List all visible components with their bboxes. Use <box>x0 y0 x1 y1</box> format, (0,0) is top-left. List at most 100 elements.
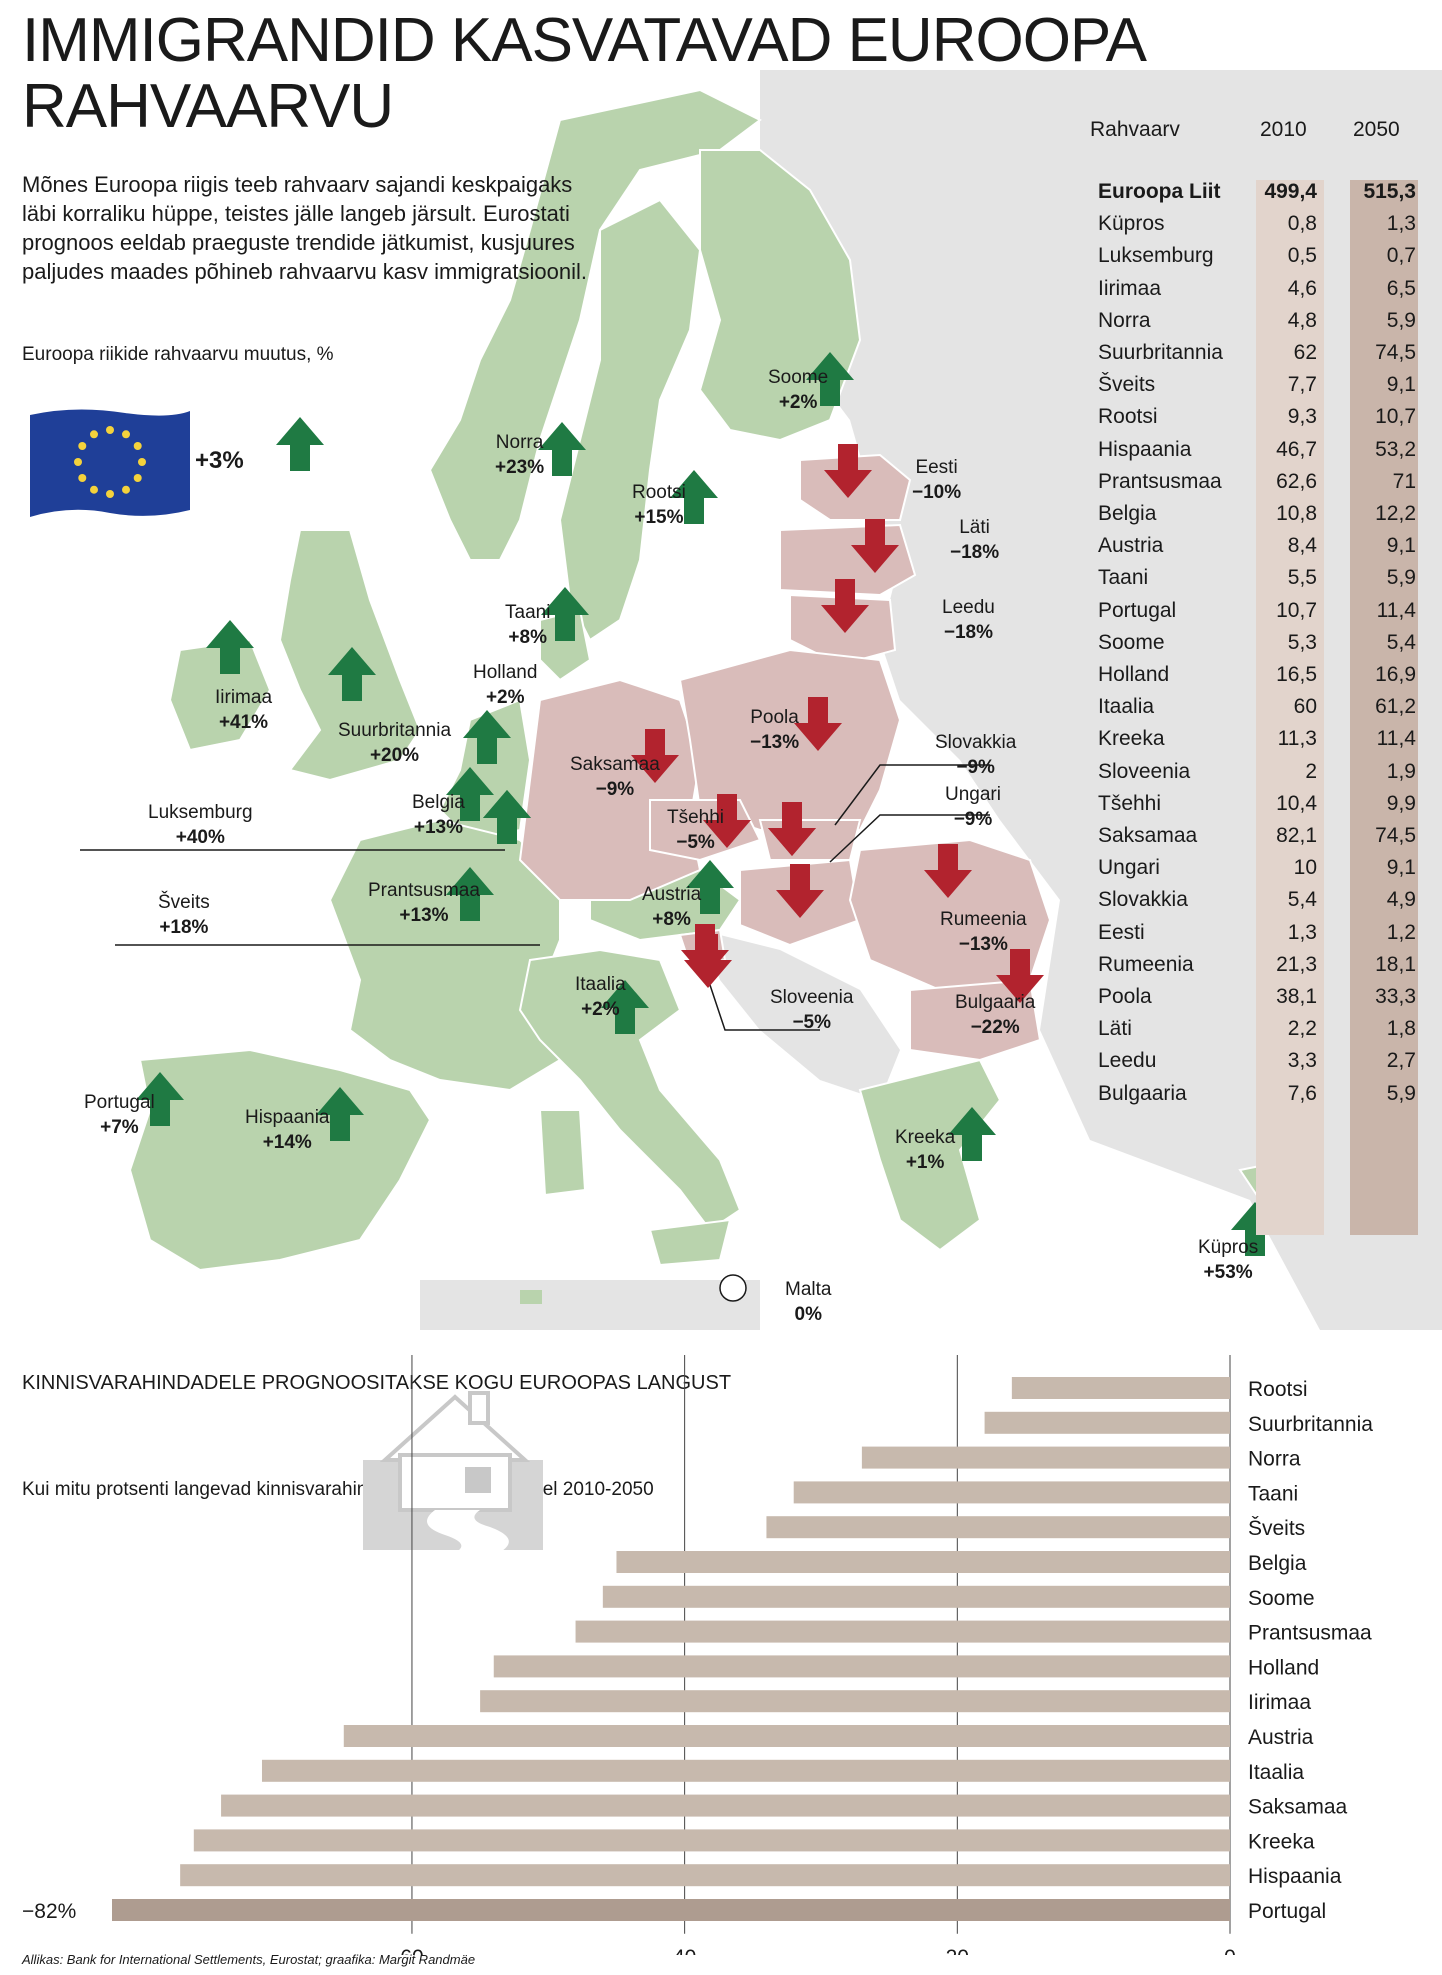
table-cell-country: Taani <box>1098 566 1149 590</box>
eu-star <box>90 485 98 494</box>
map-label-name: Luksemburg <box>148 802 253 823</box>
map-label-19: Šveits +18% <box>158 890 210 940</box>
table-row: Läti 2,2 1,8 <box>1090 1017 1430 1049</box>
map-label-name: Holland <box>473 662 538 683</box>
table-cell-2050: 71 <box>1392 469 1416 493</box>
map-label-9: Holland +2% <box>473 660 537 710</box>
non-eu-land-africa <box>420 1280 760 1330</box>
table-cell-2050: 9,9 <box>1386 791 1416 815</box>
table-cell-country: Norra <box>1098 308 1151 332</box>
map-label-name: Taani <box>505 602 551 623</box>
house-section-title: KINNISVARAHINDADELE PROGNOOSITAKSE KOGU … <box>22 1372 732 1394</box>
arrow-up-icon <box>948 1107 996 1161</box>
table-cell-2010: 5,3 <box>1287 630 1317 654</box>
map-label-name: Soome <box>768 367 829 388</box>
table-cell-2010: 60 <box>1293 695 1317 719</box>
table-cell-2050: 9,1 <box>1386 373 1416 397</box>
map-label-28: Küpros +53% <box>1198 1235 1258 1285</box>
table-cell-country: Bulgaaria <box>1098 1081 1187 1105</box>
x-tick-label: 0 <box>1224 1946 1236 1955</box>
table-cell-2010: 5,5 <box>1287 566 1317 590</box>
table-row: Eesti 1,3 1,2 <box>1090 921 1430 953</box>
map-label-value: +8% <box>508 627 547 648</box>
table-row: Bulgaaria 7,6 5,9 <box>1090 1082 1430 1114</box>
table-header-label: Rahvaarv <box>1090 118 1180 141</box>
table-row: Belgia 10,8 12,2 <box>1090 502 1430 534</box>
map-label-name: Austria <box>642 884 702 905</box>
map-label-value: +2% <box>485 687 525 708</box>
table-cell-country: Austria <box>1098 534 1164 558</box>
bar-category-label: Austria <box>1248 1726 1314 1749</box>
table-cell-2010: 82,1 <box>1276 824 1317 847</box>
table-cell-2010: 8,4 <box>1287 534 1317 558</box>
map-label-value: +13% <box>413 817 463 838</box>
map-label-27: Malta 0% <box>785 1277 831 1327</box>
house-icon <box>363 1391 543 1555</box>
map-label-name: Portugal <box>84 1092 155 1113</box>
sardinia-shape <box>538 1109 587 1197</box>
table-cell-country: Poola <box>1098 985 1152 1008</box>
map-label-name: Prantsusmaa <box>368 880 480 901</box>
arrow-down-icon <box>794 697 842 751</box>
table-cell-country: Tšehhi <box>1098 791 1162 815</box>
table-row: Austria 8,4 9,1 <box>1090 534 1430 566</box>
eu-star <box>74 458 82 466</box>
slovakia-shape <box>758 819 862 861</box>
map-label-20: Rumeenia −13% <box>940 907 1027 957</box>
table-cell-country: Hispaania <box>1098 437 1192 461</box>
greece-shape <box>858 1058 1002 1252</box>
source-note: Allikas: Bank for International Settleme… <box>22 1952 476 1967</box>
table-cell-2010: 62 <box>1293 341 1317 364</box>
table-cell-2010: 4,8 <box>1287 308 1317 332</box>
table-cell-country: Itaalia <box>1098 695 1155 719</box>
table-cell-2050: 6,5 <box>1386 276 1416 300</box>
map-label-name: Poola <box>750 707 799 728</box>
price-bar-chart: Rootsi Suurbritannia Norra Taani Šveits Belgi… <box>22 1355 1373 1955</box>
map-label-14: Luksemburg +40% <box>148 800 253 850</box>
map-label-name: Suurbritannia <box>338 720 452 741</box>
map-label-name: Belgia <box>412 792 465 813</box>
arrow-up-icon <box>806 352 854 406</box>
table-row: Šveits 7,7 9,1 <box>1090 373 1430 405</box>
arrow-up-icon <box>601 980 649 1034</box>
arrow-down-icon <box>824 444 872 498</box>
arrow-down-icon <box>996 949 1044 1003</box>
map-label-25: Hispaania +14% <box>245 1105 330 1155</box>
x-tick-label: 20 <box>946 1946 969 1955</box>
bar <box>193 1829 1230 1852</box>
eu-star <box>90 430 98 439</box>
map-label-value: −18% <box>943 622 993 643</box>
map-label-name: Rumeenia <box>940 909 1027 930</box>
map-label-value: −22% <box>970 1017 1020 1038</box>
ireland-shape <box>168 638 272 752</box>
map-label-value: +40% <box>175 827 225 848</box>
map-label-name: Eesti <box>915 457 958 478</box>
map-label-value: +1% <box>905 1152 945 1173</box>
table-cell-2050: 5,9 <box>1386 308 1416 332</box>
map-label-name: Hispaania <box>245 1107 330 1128</box>
table-cell-2010: 499,4 <box>1264 180 1317 203</box>
bar <box>766 1516 1230 1539</box>
table-cell-country: Eesti <box>1098 920 1145 944</box>
bar <box>861 1446 1230 1469</box>
map-label-15: Tšehhi −5% <box>667 805 724 855</box>
eu-star <box>133 474 142 482</box>
table-cell-2010: 0,8 <box>1287 212 1317 236</box>
table-cell-2050: 5,4 <box>1386 630 1416 654</box>
map-label-11: Slovakkia −9% <box>935 730 1016 780</box>
map-label-value: +2% <box>581 999 620 1020</box>
poland-shape <box>678 648 902 831</box>
table-cell-country: Küpros <box>1098 212 1165 236</box>
arrow-down-icon <box>924 844 972 898</box>
table-row: Iirimaa 4,6 6,5 <box>1090 277 1430 309</box>
map-label-name: Saksamaa <box>570 754 660 775</box>
eu-star <box>133 442 142 450</box>
eu-flag <box>30 409 190 517</box>
table-cell-2010: 10 <box>1293 856 1317 880</box>
europe-map <box>30 70 1442 1330</box>
table-cell-2050: 1,3 <box>1386 212 1416 236</box>
eu-star <box>78 474 87 482</box>
table-cell-2050: 515,3 <box>1363 180 1416 203</box>
map-label-name: Küpros <box>1198 1237 1259 1258</box>
table-cell-country: Prantsusmaa <box>1098 469 1222 493</box>
